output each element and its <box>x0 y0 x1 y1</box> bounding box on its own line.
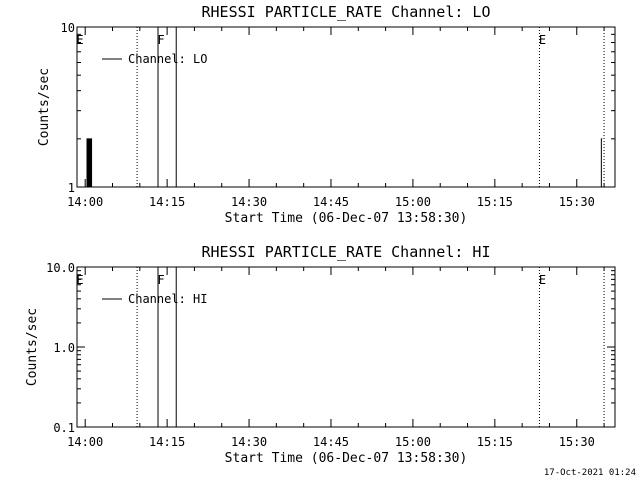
hi-x-tick-label: 14:30 <box>231 435 267 449</box>
lo-channel-chart: RHESSI PARTICLE_RATE Channel: LO 14:00 14:… <box>37 3 616 226</box>
lo-y-axis-label: Counts/sec <box>37 68 52 146</box>
hi-y-tick-label: 0.1 <box>53 421 75 435</box>
hi-y-tick-label: 10.0 <box>46 261 75 275</box>
lo-x-tick-label: 14:15 <box>149 195 185 209</box>
lo-event-marker-label: F <box>157 33 164 47</box>
hi-x-tick-label: 14:00 <box>67 435 103 449</box>
lo-x-tick-label: 15:15 <box>477 195 513 209</box>
hi-x-tick-label: 15:30 <box>559 435 595 449</box>
lo-x-tick-label: 14:45 <box>313 195 349 209</box>
hi-y-tick-label: 1.0 <box>53 341 75 355</box>
lo-x-tick-label: 15:30 <box>559 195 595 209</box>
lo-series-line <box>77 138 603 188</box>
footer-timestamp: 17-Oct-2021 01:24 <box>544 468 636 478</box>
lo-y-tick-label: 10 <box>61 21 75 35</box>
lo-legend-label: Channel: LO <box>128 52 207 66</box>
lo-x-tick-label: 15:00 <box>395 195 431 209</box>
lo-chart-title: RHESSI PARTICLE_RATE Channel: LO <box>202 3 491 21</box>
lo-x-axis-label: Start Time (06-Dec-07 13:58:30) <box>225 211 468 226</box>
hi-x-axis-label: Start Time (06-Dec-07 13:58:30) <box>225 451 468 466</box>
lo-event-marker-label: E <box>76 33 83 47</box>
hi-event-marker-label: E <box>76 273 83 287</box>
hi-x-tick-label: 14:45 <box>313 435 349 449</box>
hi-x-tick-label: 15:15 <box>477 435 513 449</box>
hi-chart-title: RHESSI PARTICLE_RATE Channel: HI <box>202 243 491 261</box>
hi-event-marker-label: E <box>539 273 546 287</box>
hi-x-tick-label: 15:00 <box>395 435 431 449</box>
hi-channel-chart: RHESSI PARTICLE_RATE Channel: HI 14:00 14:… <box>25 243 616 466</box>
hi-x-tick-label: 14:15 <box>149 435 185 449</box>
lo-y-tick-label: 1 <box>68 181 75 195</box>
hi-event-marker-label: F <box>157 273 164 287</box>
lo-x-tick-label: 14:30 <box>231 195 267 209</box>
lo-x-tick-label: 14:00 <box>67 195 103 209</box>
hi-legend-label: Channel: HI <box>128 292 207 306</box>
hi-y-axis-label: Counts/sec <box>25 308 40 386</box>
lo-event-marker-label: E <box>539 33 546 47</box>
